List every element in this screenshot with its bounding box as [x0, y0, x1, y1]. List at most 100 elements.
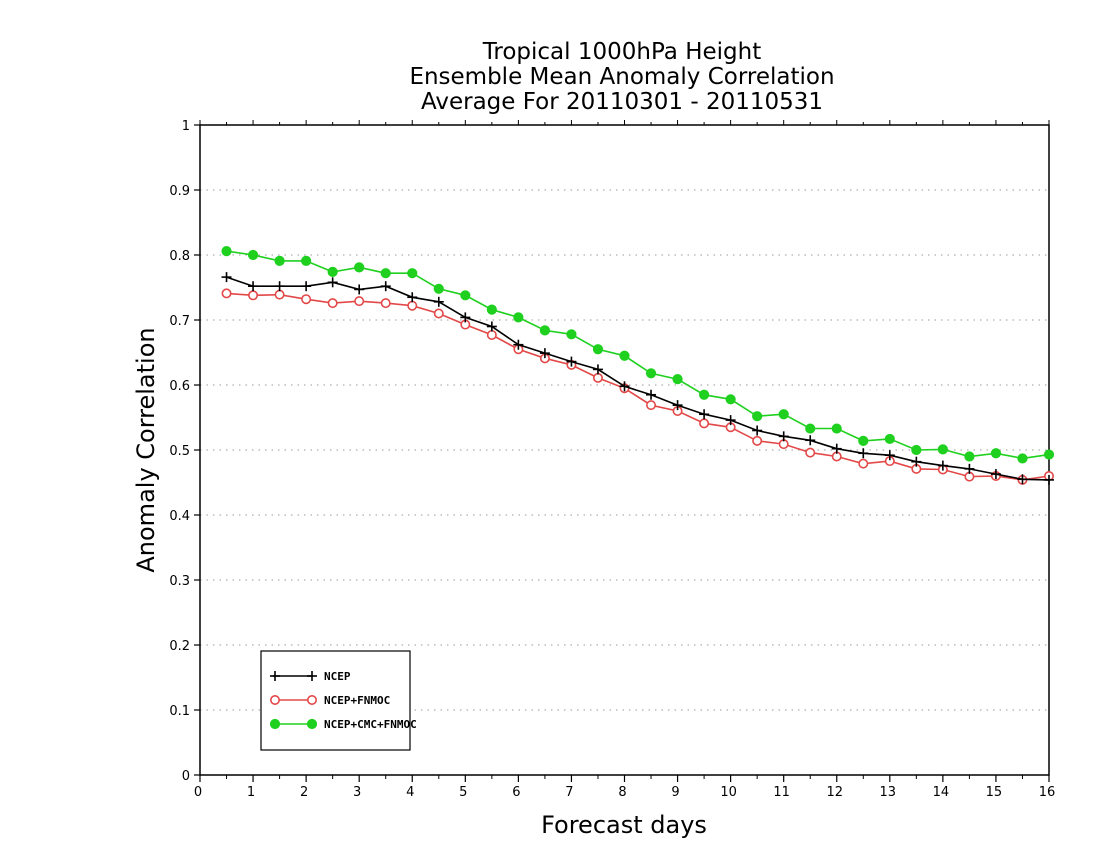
- x-tick-label: 4: [406, 785, 414, 800]
- data-point: [433, 283, 444, 294]
- x-tick-label: 11: [773, 785, 790, 800]
- legend-marker: [307, 671, 317, 681]
- x-tick-label: 16: [1039, 785, 1056, 800]
- data-point: [990, 448, 1002, 459]
- data-point: [699, 418, 710, 429]
- data-point: [778, 409, 789, 420]
- y-tick-label: 0.8: [169, 249, 190, 264]
- y-tick-label: 0.1: [169, 704, 190, 719]
- data-point: [1044, 474, 1054, 485]
- data-point: [805, 423, 816, 434]
- data-point: [513, 312, 524, 323]
- x-tick-label: 9: [671, 785, 679, 800]
- data-point: [354, 262, 365, 273]
- legend-label: NCEP+CMC+FNMOC: [324, 718, 417, 731]
- x-axis: 0 1 2 3 4 5 6 7 8 9 10 11 12 13 14 15 16: [194, 120, 1055, 800]
- data-point: [592, 372, 603, 383]
- data-point: [354, 284, 365, 295]
- data-point: [460, 312, 471, 323]
- y-tick-label: 0.4: [169, 509, 190, 524]
- data-point: [221, 246, 232, 257]
- data-point: [858, 448, 869, 459]
- legend-label: NCEP: [324, 670, 351, 683]
- legend-marker: [270, 671, 280, 681]
- data-point: [460, 290, 471, 301]
- data-point: [831, 443, 842, 454]
- x-axis-label: Forecast days: [541, 811, 707, 839]
- y-tick-label: 1: [182, 119, 190, 134]
- data-point: [805, 435, 816, 446]
- data-point: [407, 300, 418, 311]
- data-point: [858, 435, 869, 446]
- series-group: [221, 246, 1055, 485]
- data-point: [274, 289, 285, 300]
- data-point: [911, 444, 922, 456]
- data-point: [911, 456, 922, 467]
- x-tick-label: 6: [512, 785, 520, 800]
- y-tick-label: 0.7: [169, 314, 190, 329]
- x-tick-label: 5: [459, 785, 467, 800]
- legend-marker: [306, 694, 317, 705]
- data-point: [221, 272, 232, 283]
- series-line: [226, 292, 1050, 481]
- data-point: [619, 350, 630, 361]
- data-point: [247, 249, 259, 261]
- x-tick-label: 0: [194, 785, 202, 800]
- x-tick-label: 13: [880, 785, 897, 800]
- data-point: [486, 321, 497, 332]
- data-point: [327, 298, 338, 309]
- y-tick-label: 0.9: [169, 184, 190, 199]
- data-point: [752, 411, 763, 422]
- data-point: [805, 447, 816, 458]
- data-point: [539, 348, 550, 359]
- data-point: [858, 458, 869, 469]
- y-tick-label: 0.6: [169, 379, 190, 394]
- legend-item: NCEP: [270, 670, 351, 683]
- legend-marker: [269, 718, 281, 730]
- data-point: [884, 433, 895, 445]
- series-ncep: [221, 272, 1054, 485]
- title-line-3: Average For 20110301 - 20110531: [421, 89, 823, 115]
- data-point: [937, 444, 948, 455]
- y-tick-label: 0.2: [169, 639, 190, 654]
- x-tick-label: 2: [300, 785, 308, 800]
- data-point: [1017, 474, 1028, 485]
- data-point: [221, 288, 232, 299]
- data-point: [433, 296, 444, 307]
- data-point: [566, 329, 577, 340]
- data-point: [433, 308, 444, 319]
- x-tick-label: 1: [247, 785, 255, 800]
- data-point: [486, 329, 497, 340]
- y-tick-label: 0: [182, 769, 190, 784]
- data-point: [274, 255, 285, 266]
- legend-marker: [306, 718, 318, 730]
- data-point: [725, 415, 736, 426]
- data-point: [645, 368, 657, 379]
- data-point: [1017, 453, 1028, 464]
- data-point: [646, 389, 657, 400]
- data-point: [301, 255, 312, 266]
- y-tick-label: 0.5: [169, 444, 190, 459]
- data-point: [486, 304, 497, 315]
- legend: NCEP NCEP+FNMOC NCEP+CMC+FNMOC: [260, 650, 417, 751]
- data-point: [752, 435, 763, 446]
- data-point: [752, 425, 763, 436]
- series-ncep-cmc-fnmoc: [221, 246, 1055, 464]
- data-point: [778, 431, 789, 442]
- legend-item: NCEP+CMC+FNMOC: [269, 718, 417, 731]
- data-point: [699, 409, 710, 420]
- data-point: [407, 268, 418, 279]
- y-axis-label: Anomaly Correlation: [132, 327, 160, 572]
- legend-item: NCEP+FNMOC: [269, 694, 390, 707]
- x-tick-label: 7: [565, 785, 573, 800]
- series-line: [226, 250, 1050, 460]
- x-tick-label: 15: [986, 785, 1003, 800]
- x-tick-label: 12: [826, 785, 843, 800]
- data-point: [380, 268, 391, 279]
- data-point: [513, 339, 524, 350]
- data-point: [248, 290, 259, 301]
- data-point: [937, 460, 948, 471]
- series-ncep-fnmoc: [221, 288, 1055, 485]
- data-point: [539, 325, 551, 336]
